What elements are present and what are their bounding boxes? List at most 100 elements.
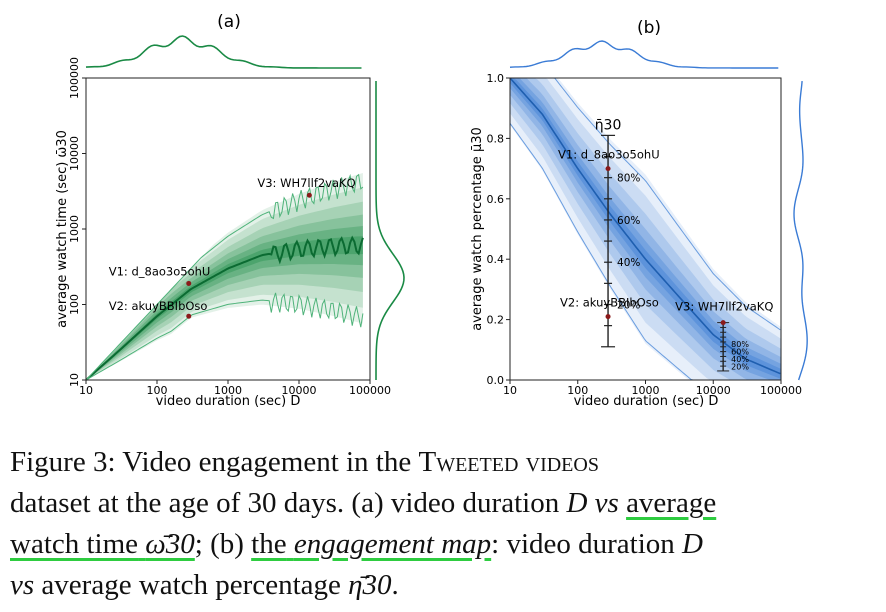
panel-a-x-tick-label: 10000 [282, 384, 317, 397]
panel-b-annotations: V1: d_8ao3o5ohU V2: akuyBBIbOso V3: WH7llf… [558, 148, 773, 326]
panel-a-band [86, 214, 363, 380]
caption-dataset-name: Tweeted videos [418, 446, 599, 478]
panel-b-x-tick-label: 10 [503, 384, 517, 397]
panel-a-x-tick-label: 100000 [349, 384, 391, 397]
caption-engagement-map-highlight: the engagement map [251, 528, 491, 560]
panel-b-y-tick-label: 0.8 [487, 132, 505, 145]
panel-a-y-tick-label: 100000 [68, 57, 81, 99]
caption-vs-1: vs [594, 487, 619, 519]
panel-b-eta-scale-tick-label: 80% [617, 173, 640, 185]
panel-a: (a) 10 100 1000 10000 100000 101001000100001… [55, 12, 405, 409]
panel-b-right-marginal [793, 80, 808, 381]
panel-a-right-marginal [375, 81, 405, 381]
caption-var-d: D [566, 487, 588, 519]
panel-b-band [510, 78, 781, 380]
panel-a-y-tick-label: 100 [68, 294, 81, 315]
panel-b-annotation-marker [720, 320, 726, 326]
caption-engagement-map: engagement map [293, 528, 492, 560]
panel-a-annotation-marker [306, 192, 312, 198]
caption-vs-2: vs [10, 569, 35, 601]
figure-caption: Figure 3: Video engagement in the Tweete… [10, 442, 878, 606]
caption-the: the [251, 528, 287, 560]
panel-a-y-label: average watch time (sec) ω̄30 [55, 130, 70, 328]
panel-b-small-scale-tick-label: 40% [731, 355, 749, 364]
panel-b-eta-scale-label: η̄30 [595, 117, 622, 133]
panel-a-label: (a) [217, 12, 241, 32]
panel-b-annotation-label: V2: akuyBBIbOso [560, 296, 659, 310]
panel-a-annotation-marker [186, 280, 192, 286]
panel-a-x-tick-label: 10 [79, 384, 93, 397]
panel-a-x-ticks: 10 100 1000 10000 100000 [79, 380, 391, 397]
caption-text-3b: ; (b) [194, 528, 252, 560]
panel-a-annotation-label: V3: WH7llf2vaKQ [257, 176, 355, 190]
panel-b-x-ticks: 10 100 1000 10000 100000 [503, 380, 802, 397]
panel-a-annotation-marker [186, 313, 192, 319]
caption-text-4b: average watch percentage [34, 569, 349, 601]
panel-b-annotation-label: V3: WH7llf2vaKQ [675, 300, 773, 314]
panel-a-annotation-label: V2: akuyBBIbOso [109, 299, 208, 313]
panel-b-band [510, 78, 781, 380]
panel-a-quantile-line [85, 173, 364, 381]
caption-text-2a: dataset at the age of 30 days. (a) video… [10, 487, 567, 519]
caption-figure-label: Figure 3: [10, 446, 116, 478]
panel-a-band [86, 172, 363, 380]
panel-b-bands [509, 77, 781, 381]
caption-average-highlight: average [626, 487, 717, 519]
panel-b-small-scale-tick-label: 80% [731, 340, 749, 349]
panel-a-band [86, 226, 363, 380]
panel-a-annotations: V1: d_8ao3o5ohU V2: akuyBBIbOso V3: WH7llf… [109, 176, 356, 319]
panel-b-eta-scale-tick-label: 60% [617, 215, 640, 227]
caption-line-2: dataset at the age of 30 days. (a) video… [10, 483, 878, 524]
panel-b-label: (b) [637, 18, 661, 38]
caption-line-4: vs average watch percentage η̄30. [10, 565, 878, 606]
panel-a-band [86, 236, 363, 380]
panel-b-band [510, 78, 781, 380]
panel-b-quantile-line [510, 77, 781, 331]
panel-b: (b) 10 100 1000 10000 100000 0.0 0.2 0.4 0.6 0.8… [470, 18, 808, 409]
panel-b-annotation-marker [605, 314, 611, 320]
panel-a-y-tick-label: 1000 [68, 215, 81, 243]
panel-b-y-tick-label: 0.6 [487, 193, 505, 206]
panel-a-y-tick-label: 10000 [68, 136, 81, 171]
panel-a-median-line [85, 235, 364, 381]
panel-b-x-label: video duration (sec) D [574, 394, 719, 409]
panel-a-y-tick-label: 10 [68, 373, 81, 387]
figure-panels: (a) 10 100 1000 10000 100000 101001000100001… [55, 12, 808, 409]
panel-b-y-label: average watch percentage μ̄30 [470, 127, 485, 331]
caption-watch-time: watch time [10, 528, 139, 560]
panel-b-band [510, 78, 781, 380]
panel-b-x-tick-label: 100 [567, 384, 588, 397]
panel-b-median-line [509, 77, 781, 375]
caption-omega: ω̄30 [145, 528, 195, 560]
panel-b-x-tick-label: 1000 [632, 384, 660, 397]
panel-b-annotation-label: V1: d_8ao3o5ohU [558, 148, 660, 162]
panel-b-top-marginal [509, 40, 779, 69]
panel-a-x-tick-label: 1000 [214, 384, 242, 397]
panel-b-eta-scale-tick-label: 40% [617, 257, 640, 269]
panel-b-x-tick-label: 10000 [696, 384, 731, 397]
panel-b-eta-scale-tick-label: 20% [617, 300, 640, 312]
panel-a-band [86, 187, 363, 380]
caption-text-4-end: . [391, 569, 399, 601]
caption-line-3: watch time ω̄30; (b) the engagement map:… [10, 524, 878, 565]
panel-b-x-tick-label: 100000 [760, 384, 802, 397]
panel-a-x-tick-label: 100 [147, 384, 168, 397]
panel-b-small-scale-tick-label: 60% [731, 347, 749, 356]
panel-a-y-ticks: 10 100 1000 10000 100000 [68, 57, 86, 387]
caption-text-3c: : video duration [491, 528, 683, 560]
panel-b-y-ticks: 0.0 0.2 0.4 0.6 0.8 1.0 [487, 72, 510, 387]
caption-var-d-2: D [682, 528, 703, 560]
panel-b-annotation-marker [605, 166, 611, 172]
caption-line-1: Figure 3: Video engagement in the Tweete… [10, 442, 878, 483]
panel-a-quantile-line [85, 292, 364, 381]
panel-a-annotation-label: V1: d_8ao3o5ohU [109, 264, 211, 278]
panel-b-small-scale-tick-label: 20% [731, 362, 749, 371]
caption-text-1a: Video engagement in the [122, 446, 419, 478]
caption-watch-time-highlight: watch time ω̄30 [10, 528, 195, 560]
panel-b-y-tick-label: 0.0 [487, 374, 505, 387]
caption-eta: η̄30 [348, 569, 392, 601]
panel-b-y-tick-label: 1.0 [487, 72, 505, 85]
panel-b-y-tick-label: 0.2 [487, 314, 505, 327]
panel-a-bands [85, 172, 364, 381]
